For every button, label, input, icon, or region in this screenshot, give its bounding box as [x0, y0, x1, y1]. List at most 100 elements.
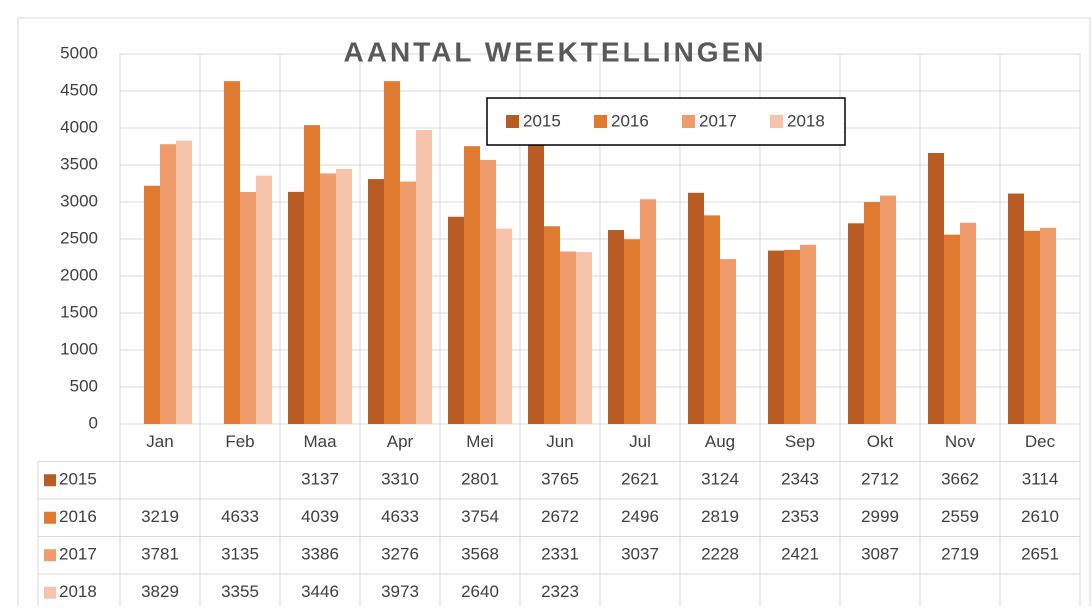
legend-key	[682, 115, 695, 128]
table-cell: 2999	[861, 507, 899, 526]
x-tick-label: Okt	[867, 432, 894, 451]
bar	[544, 226, 560, 424]
table-cell: 2621	[621, 470, 659, 489]
table-cell: 3568	[461, 545, 499, 564]
table-cell: 2331	[541, 545, 579, 564]
x-tick-label: Jul	[629, 432, 651, 451]
table-cell: 2672	[541, 507, 579, 526]
x-tick-label: Jan	[146, 432, 173, 451]
table-cell: 2496	[621, 507, 659, 526]
x-tick-label: Maa	[303, 432, 337, 451]
table-row-header: 2018	[59, 582, 97, 601]
table-cell: 2651	[1021, 545, 1059, 564]
bar	[464, 146, 480, 425]
table-cell: 3087	[861, 545, 899, 564]
table-cell: 4633	[221, 507, 259, 526]
bar	[240, 192, 256, 424]
table-legend-key	[44, 474, 56, 487]
chart-title: AANTAL WEEKTELLINGEN	[344, 36, 767, 67]
bar	[880, 195, 896, 424]
table-row-header: 2015	[59, 470, 97, 489]
bar	[336, 168, 352, 424]
table-row-header: 2016	[59, 507, 97, 526]
bar	[960, 222, 976, 424]
bar	[1008, 193, 1024, 424]
table-cell: 3386	[301, 545, 339, 564]
table-cell: 2228	[701, 545, 739, 564]
x-tick-label: Dec	[1025, 432, 1056, 451]
y-tick-label: 1500	[60, 302, 98, 321]
y-tick-label: 5000	[60, 43, 98, 62]
legend-label: 2018	[787, 111, 825, 130]
table-cell: 3446	[301, 582, 339, 601]
bar	[144, 185, 160, 424]
y-tick-label: 3000	[60, 191, 98, 210]
table-cell: 2353	[781, 507, 819, 526]
x-tick-label: Apr	[387, 432, 414, 451]
bar	[624, 239, 640, 424]
table-cell: 3219	[141, 507, 179, 526]
bar	[800, 244, 816, 424]
y-tick-label: 4000	[60, 117, 98, 136]
bar	[176, 140, 192, 425]
bar	[288, 191, 304, 424]
bar	[304, 125, 320, 424]
x-tick-label: Sep	[785, 432, 815, 451]
table-cell: 2610	[1021, 507, 1059, 526]
table-cell: 3754	[461, 507, 499, 526]
y-tick-label: 500	[70, 376, 98, 395]
table-cell: 3137	[301, 470, 339, 489]
legend-label: 2015	[523, 111, 561, 130]
bar	[704, 215, 720, 424]
table-row-header: 2017	[59, 545, 97, 564]
y-tick-label: 4500	[60, 80, 98, 99]
bar	[944, 234, 960, 424]
table-cell: 2819	[701, 507, 739, 526]
bar	[320, 173, 336, 424]
table-cell: 3135	[221, 545, 259, 564]
bar	[576, 252, 592, 424]
legend-box	[486, 97, 846, 146]
table-cell: 3037	[621, 545, 659, 564]
bar	[560, 251, 576, 424]
bar	[368, 179, 384, 424]
bar	[784, 249, 800, 424]
legend-key	[770, 115, 783, 128]
bar	[864, 202, 880, 424]
table-cell: 2343	[781, 470, 819, 489]
table-cell: 2801	[461, 470, 499, 489]
x-tick-label: Aug	[705, 432, 735, 451]
table-cell: 3662	[941, 470, 979, 489]
bar	[1040, 227, 1056, 424]
y-tick-label: 2500	[60, 228, 98, 247]
table-cell: 4633	[381, 507, 419, 526]
y-tick-label: 2000	[60, 265, 98, 284]
table-cell: 2719	[941, 545, 979, 564]
y-tick-label: 0	[89, 413, 98, 432]
bar	[768, 250, 784, 424]
bar	[928, 153, 944, 424]
bar	[720, 259, 736, 424]
table-cell: 2712	[861, 470, 899, 489]
x-tick-label: Jun	[546, 432, 573, 451]
table-cell: 3114	[1022, 470, 1059, 489]
table-cell: 4039	[301, 507, 339, 526]
table-cell: 3829	[141, 582, 179, 601]
table-cell: 2421	[781, 545, 819, 564]
bar	[688, 192, 704, 424]
table-legend-key	[44, 586, 56, 599]
bar	[416, 129, 432, 425]
bar	[224, 81, 240, 425]
table-cell: 3124	[701, 470, 739, 489]
bar	[1024, 230, 1040, 424]
bar	[640, 199, 656, 424]
bar	[480, 159, 496, 424]
table-legend-key	[44, 511, 56, 524]
table-cell: 3973	[381, 582, 419, 601]
bar	[400, 181, 416, 424]
bar	[848, 223, 864, 424]
legend-key	[506, 115, 519, 128]
table-legend-key	[44, 549, 56, 562]
bar	[608, 230, 624, 424]
table-cell: 3310	[381, 470, 419, 489]
